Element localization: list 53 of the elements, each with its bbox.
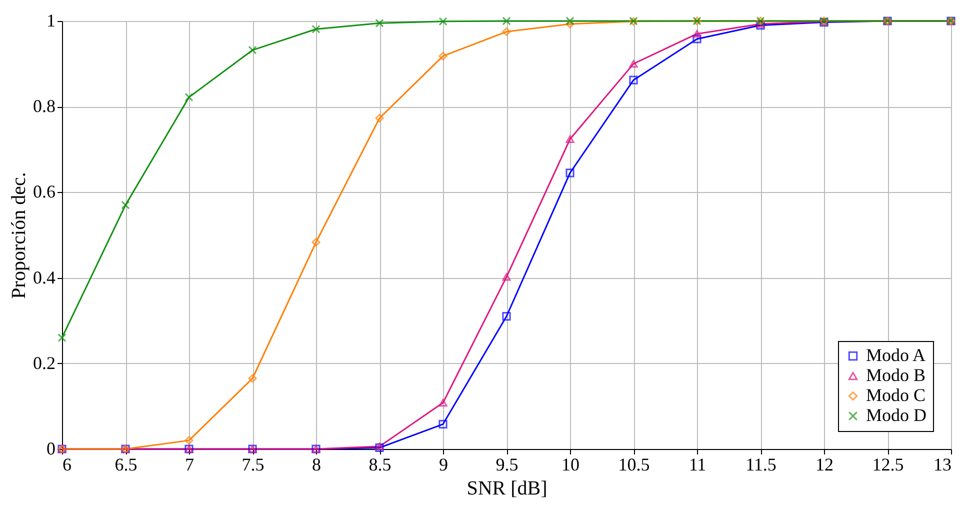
x-tick-label: 6 bbox=[62, 454, 72, 474]
point bbox=[502, 312, 511, 321]
y-tick-label: 0.6 bbox=[33, 182, 56, 202]
point bbox=[502, 27, 511, 36]
legend-label: Modo D bbox=[866, 405, 927, 425]
x-tick-label: 11 bbox=[688, 454, 706, 474]
point bbox=[375, 114, 384, 122]
y-tick-label: 0 bbox=[46, 438, 56, 458]
point bbox=[121, 200, 130, 210]
x-tick-label: 8 bbox=[312, 454, 321, 474]
point bbox=[248, 46, 257, 54]
x-tick-label: 13 bbox=[934, 454, 952, 474]
x-axis-title: SNR [dB] bbox=[466, 478, 548, 500]
point bbox=[375, 18, 384, 28]
x-tick-label: 10 bbox=[562, 454, 580, 474]
x-tick-label: 10.5 bbox=[618, 454, 650, 474]
x-tick-label: 7 bbox=[185, 454, 194, 474]
legend-label: Modo C bbox=[866, 385, 926, 405]
point bbox=[438, 420, 448, 428]
x-tick-label: 8.5 bbox=[368, 454, 392, 474]
point bbox=[184, 92, 194, 102]
point bbox=[566, 16, 574, 26]
y-tick-label: 0.4 bbox=[33, 267, 56, 288]
point bbox=[629, 76, 638, 84]
x-tick-label: 9.5 bbox=[496, 454, 518, 474]
point bbox=[438, 398, 448, 407]
point bbox=[438, 52, 448, 60]
y-tick-label: 0.8 bbox=[33, 96, 56, 116]
legend-label: Modo B bbox=[866, 365, 926, 385]
point bbox=[566, 20, 574, 28]
point bbox=[692, 30, 702, 38]
point bbox=[312, 238, 320, 247]
x-tick-label: 7.5 bbox=[242, 454, 264, 474]
y-axis-title: Proporción dec. bbox=[8, 172, 30, 299]
point bbox=[692, 34, 702, 44]
point bbox=[566, 135, 574, 143]
point bbox=[248, 374, 257, 383]
x-tick-label: 11.5 bbox=[746, 454, 776, 474]
point bbox=[502, 16, 511, 26]
x-tick-label: 9 bbox=[439, 454, 448, 474]
x-tick-label: 12.5 bbox=[872, 454, 904, 474]
point bbox=[502, 273, 511, 281]
x-tick-label: 12 bbox=[816, 454, 834, 474]
point bbox=[184, 436, 194, 445]
legend-label: Modo A bbox=[866, 345, 926, 365]
point bbox=[438, 17, 448, 26]
point bbox=[58, 333, 66, 342]
point bbox=[629, 60, 638, 68]
point bbox=[312, 24, 320, 34]
point bbox=[566, 168, 574, 178]
y-tick-label: 0.2 bbox=[33, 352, 56, 373]
y-tick-label: 1 bbox=[46, 10, 56, 30]
x-tick-label: 6.5 bbox=[114, 454, 138, 474]
